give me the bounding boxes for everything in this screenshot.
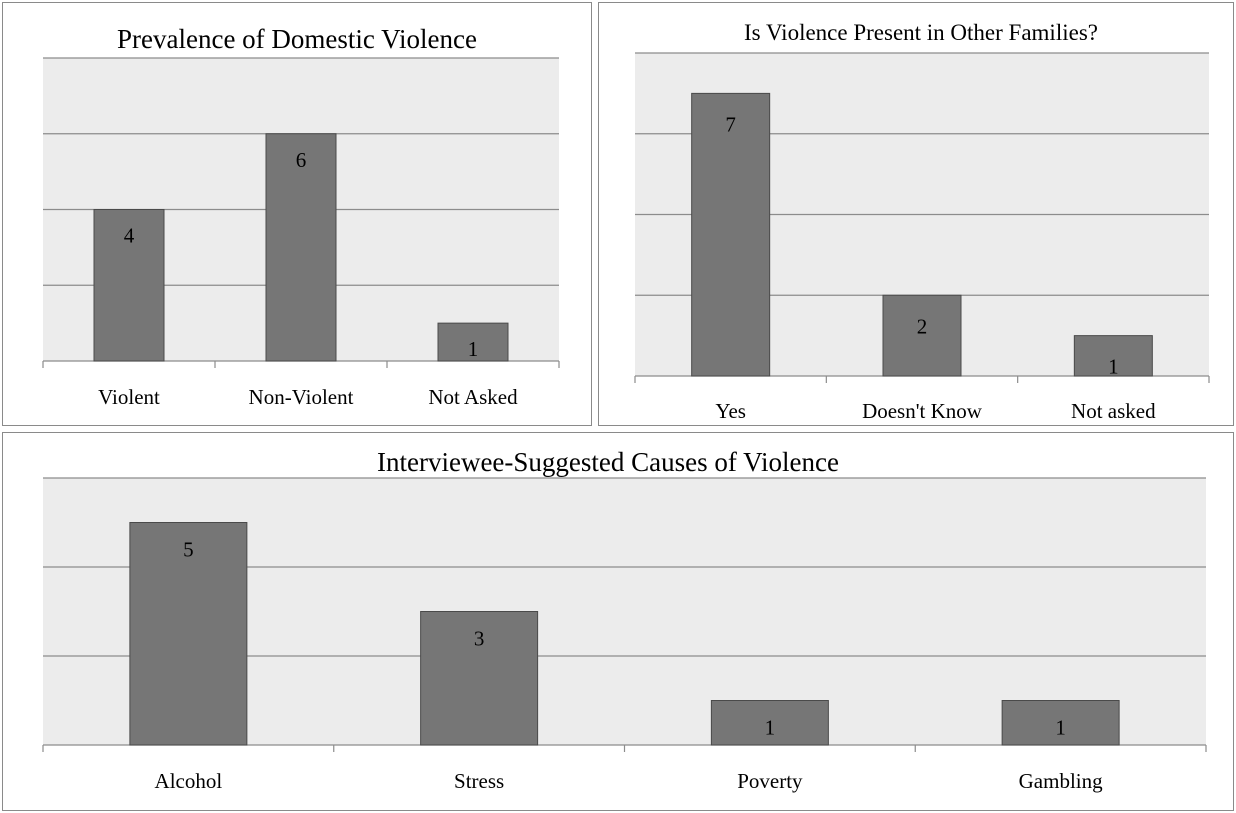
category-label: Not asked — [1071, 399, 1156, 423]
category-label: Poverty — [737, 769, 803, 793]
category-label: Yes — [715, 399, 746, 423]
category-label: Alcohol — [155, 769, 223, 793]
bar-not-asked — [437, 322, 509, 362]
category-label: Doesn't Know — [862, 399, 983, 423]
chart-prevalence: Prevalence of Domestic Violence 4 Violent 6… — [42, 24, 560, 409]
chart-title: Prevalence of Domestic Violence — [117, 24, 477, 54]
data-label: 6 — [296, 148, 307, 172]
chart-panel-causes: Interviewee-Suggested Causes of Violence… — [2, 432, 1234, 811]
bar-alcohol — [129, 522, 248, 746]
chart-other-families: Is Violence Present in Other Families? 7 Y… — [634, 20, 1210, 423]
bar-violent — [93, 209, 165, 362]
category-label: Not Asked — [428, 385, 518, 409]
category-label: Non-Violent — [249, 385, 354, 409]
bar-gambling — [1001, 700, 1120, 746]
bar-not-asked — [1073, 335, 1153, 377]
data-label: 2 — [917, 314, 928, 338]
category-label: Violent — [98, 385, 160, 409]
chart-panel-prevalence: Prevalence of Domestic Violence 4 Violent 6… — [2, 2, 592, 426]
data-label: 1 — [1108, 355, 1119, 379]
data-label: 7 — [725, 112, 736, 136]
chart-title: Interviewee-Suggested Causes of Violence — [377, 447, 839, 477]
bar-stress — [420, 611, 539, 746]
bar-doesn-t-know — [882, 294, 962, 377]
data-label: 4 — [124, 224, 135, 248]
data-label: 1 — [1055, 716, 1066, 740]
bar-poverty — [710, 700, 829, 746]
data-label: 1 — [765, 716, 776, 740]
chart-panel-other-families: Is Violence Present in Other Families? 7 Y… — [598, 2, 1234, 426]
bar-non-violent — [265, 133, 337, 362]
category-label: Stress — [454, 769, 504, 793]
category-label: Gambling — [1019, 769, 1103, 793]
chart-title: Is Violence Present in Other Families? — [744, 20, 1098, 45]
chart-causes: Interviewee-Suggested Causes of Violence… — [42, 447, 1207, 793]
data-label: 1 — [468, 337, 479, 361]
bar-yes — [691, 92, 771, 377]
data-label: 5 — [183, 538, 194, 562]
data-label: 3 — [474, 627, 485, 651]
